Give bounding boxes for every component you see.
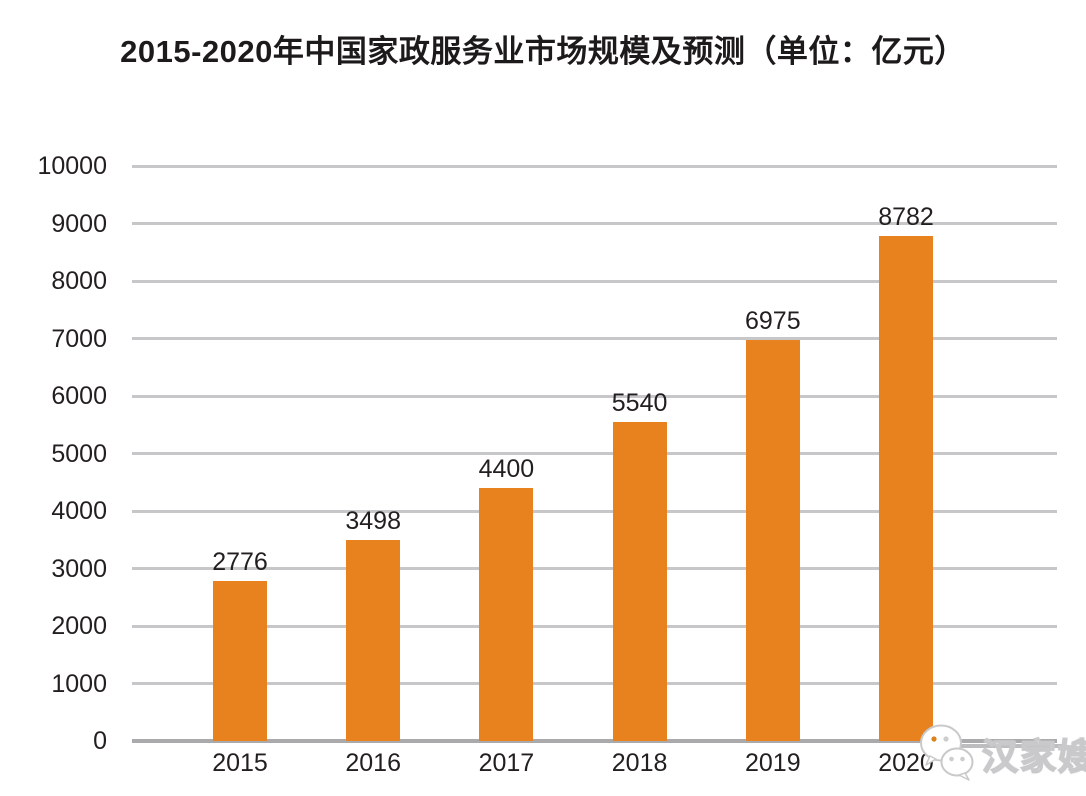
- gridline-9000: [132, 222, 1057, 225]
- bar-2016: [346, 539, 401, 741]
- gridline-8000: [132, 279, 1057, 283]
- x-axis-line: [132, 739, 1057, 743]
- bar-value-label: 4400: [478, 455, 535, 483]
- gridline-7000: [132, 337, 1057, 340]
- bar-2017: [479, 488, 534, 741]
- y-tick-label: 8000: [51, 267, 107, 295]
- gridline-2000: [132, 624, 1057, 628]
- y-tick-label: 4000: [51, 497, 107, 525]
- bar-2019: [745, 339, 800, 741]
- x-tick-label: 2019: [744, 749, 801, 777]
- gridline-10000: [132, 164, 1057, 168]
- y-tick-label: 0: [93, 727, 107, 755]
- wechat-icon: [920, 724, 974, 781]
- y-tick-label: 2000: [51, 612, 107, 640]
- y-tick-label: 6000: [51, 382, 107, 410]
- bar-2020: [879, 236, 933, 741]
- y-tick-label: 5000: [51, 439, 107, 468]
- bar-value-label: 5540: [611, 389, 668, 418]
- y-tick-label: 7000: [51, 324, 107, 353]
- watermark-label: 汉家嫂: [981, 735, 1086, 778]
- bar-value-label: 3498: [345, 506, 401, 535]
- gridline-6000: [132, 394, 1057, 398]
- x-tick-label: 2015: [212, 749, 268, 777]
- x-tick-label: 2017: [478, 749, 535, 777]
- x-tick-label: 2016: [345, 749, 401, 777]
- chart-title: 2015-2020年中国家政服务业市场规模及预测（单位：亿元）: [120, 34, 966, 69]
- gridline-3000: [132, 567, 1057, 570]
- y-tick-label: 3000: [51, 554, 107, 583]
- watermark-line: [948, 744, 1064, 748]
- bar-value-label: 2776: [212, 548, 268, 577]
- bar-value-label: 6975: [744, 306, 801, 335]
- bar-2015: [213, 581, 267, 741]
- bar-2018: [612, 422, 667, 741]
- bar-value-label: 8782: [878, 203, 934, 232]
- y-tick-label: 10000: [37, 152, 107, 180]
- gridline-5000: [132, 452, 1057, 455]
- x-tick-label: 2018: [611, 749, 668, 777]
- gridline-1000: [132, 682, 1057, 685]
- y-tick-label: 1000: [51, 669, 107, 698]
- gridline-4000: [132, 509, 1057, 513]
- y-tick-label: 9000: [51, 209, 107, 238]
